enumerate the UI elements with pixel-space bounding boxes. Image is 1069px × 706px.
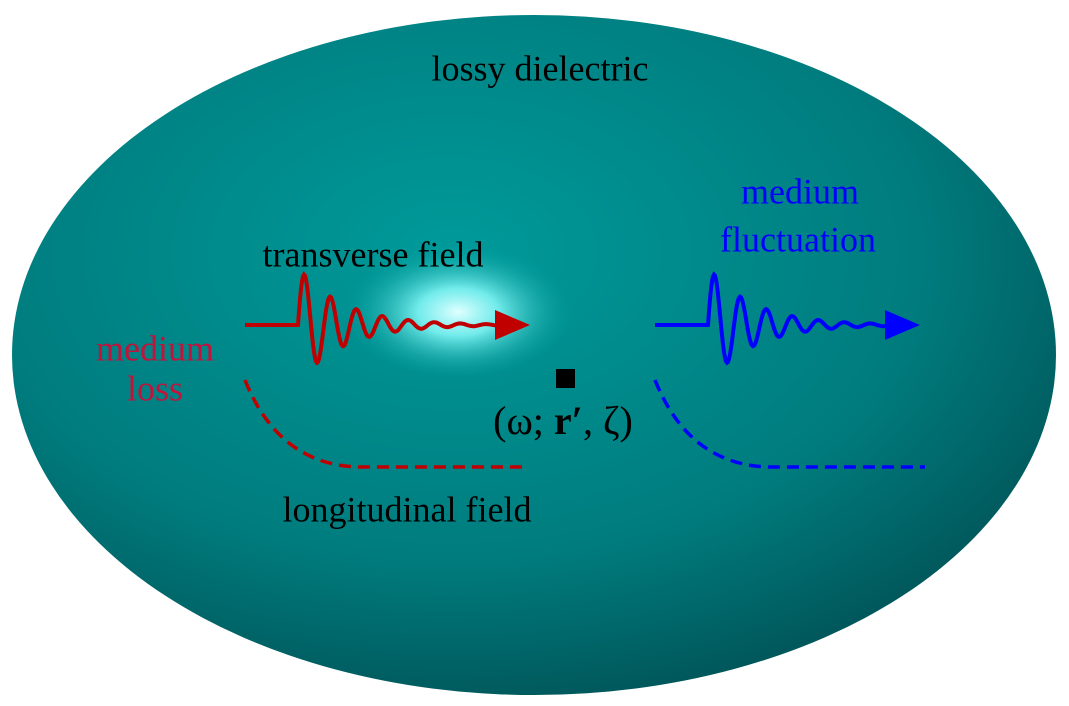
transverse-wave [245,271,501,366]
fluctuation-wave [655,271,891,366]
title: lossy dielectric [432,48,649,88]
longitudinal-label: longitudinal field [283,489,532,529]
source-point [556,369,575,388]
arrow-head [885,310,920,340]
point-open: (ω; [493,398,554,443]
glow [343,244,573,380]
arrow-head [495,310,530,340]
loss-label: medium [96,328,214,368]
fluctuation-label: medium [741,171,859,211]
fluctuation-label: fluctuation [720,219,876,259]
transverse-label: transverse field [263,234,484,274]
point-vector: r′ [554,398,583,443]
point-close: , ζ) [583,398,633,443]
point-label: (ω; r′, ζ) [493,398,633,443]
loss-label: loss [127,368,183,408]
fluctuation-decay [653,379,925,469]
longitudinal-decay [243,379,525,469]
